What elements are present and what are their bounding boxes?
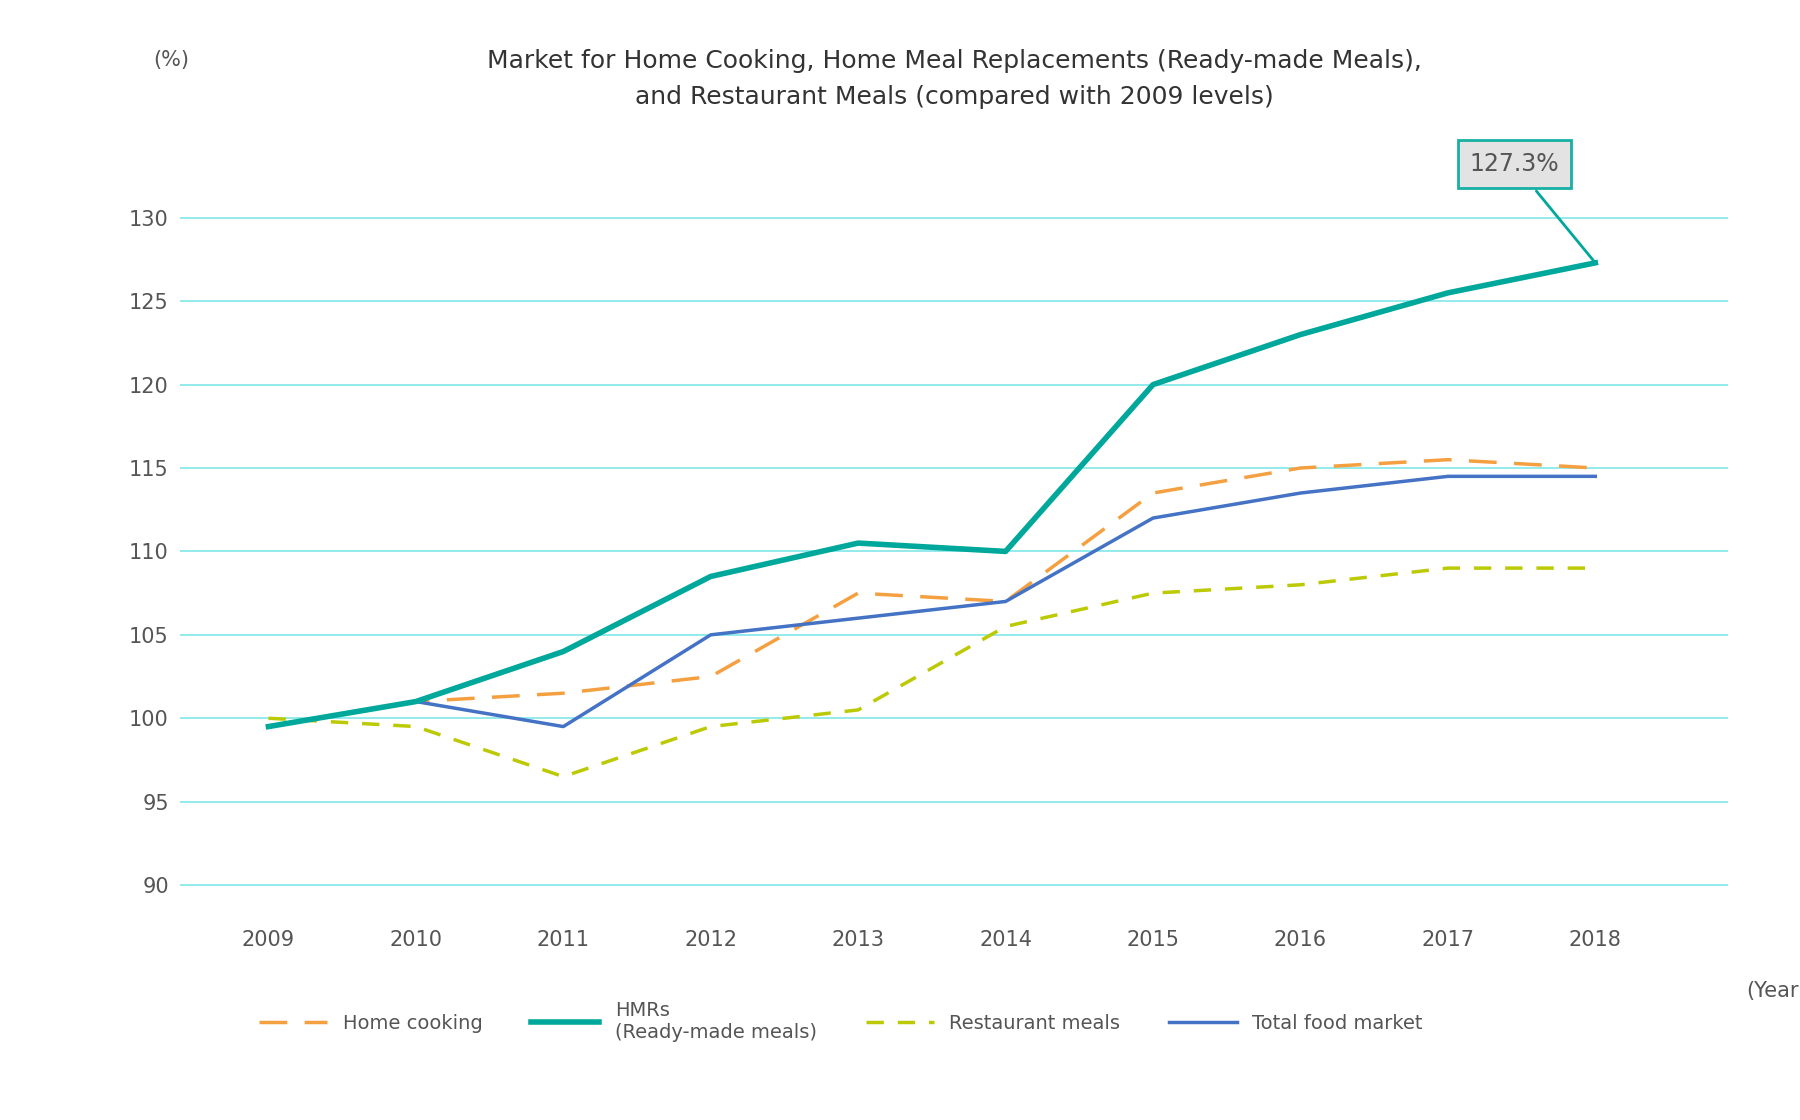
- Text: 127.3%: 127.3%: [1469, 152, 1593, 261]
- Legend: Home cooking, HMRs
(Ready-made meals), Restaurant meals, Total food market: Home cooking, HMRs (Ready-made meals), R…: [252, 993, 1431, 1049]
- Title: Market for Home Cooking, Home Meal Replacements (Ready-made Meals),
and Restaura: Market for Home Cooking, Home Meal Repla…: [486, 49, 1422, 109]
- Text: (Year): (Year): [1746, 981, 1800, 1001]
- Text: (%): (%): [153, 50, 189, 71]
